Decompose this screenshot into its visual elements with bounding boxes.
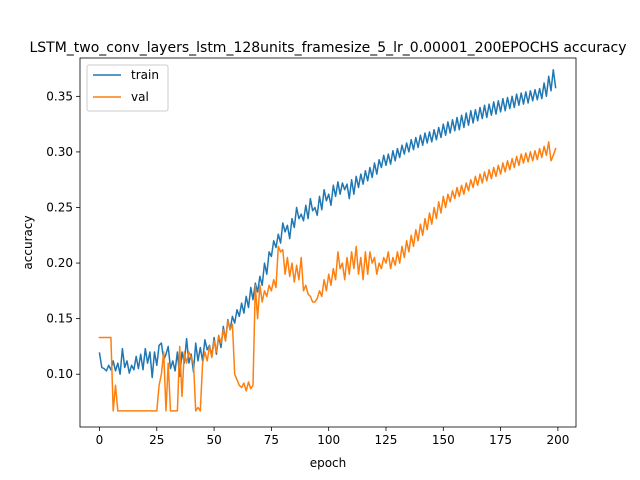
y-tick-label: 0.15 bbox=[46, 312, 73, 326]
series-line-val bbox=[98, 141, 557, 412]
series-line-train bbox=[98, 68, 557, 379]
y-tick-label: 0.10 bbox=[46, 367, 73, 381]
legend-val-label: val bbox=[131, 90, 149, 104]
x-tick-label: 0 bbox=[96, 433, 104, 447]
y-tick-label: 0.25 bbox=[46, 200, 73, 214]
plot-frame bbox=[79, 57, 577, 428]
x-tick-label: 200 bbox=[546, 433, 569, 447]
x-tick-label: 75 bbox=[264, 433, 279, 447]
x-axis-ticks: 0 25 50 75 100 125 150 175 200 bbox=[96, 427, 569, 447]
plot-series bbox=[98, 68, 557, 412]
x-tick-label: 125 bbox=[375, 433, 398, 447]
x-tick-label: 175 bbox=[489, 433, 512, 447]
x-tick-label: 50 bbox=[206, 433, 221, 447]
legend-box bbox=[86, 64, 169, 112]
chart-title: LSTM_two_conv_layers_lstm_128units_frame… bbox=[29, 40, 626, 56]
x-tick-label: 25 bbox=[149, 433, 164, 447]
y-axis-label: accuracy bbox=[21, 215, 35, 269]
legend-train-label: train bbox=[131, 68, 159, 82]
y-tick-label: 0.35 bbox=[46, 89, 73, 103]
x-tick-label: 100 bbox=[317, 433, 340, 447]
x-axis-label: epoch bbox=[310, 456, 347, 470]
x-tick-label: 150 bbox=[432, 433, 455, 447]
y-axis-ticks: 0.10 0.15 0.20 0.25 0.30 0.35 bbox=[46, 89, 80, 381]
legend: train val bbox=[86, 64, 169, 112]
y-tick-label: 0.20 bbox=[46, 256, 73, 270]
y-tick-label: 0.30 bbox=[46, 145, 73, 159]
